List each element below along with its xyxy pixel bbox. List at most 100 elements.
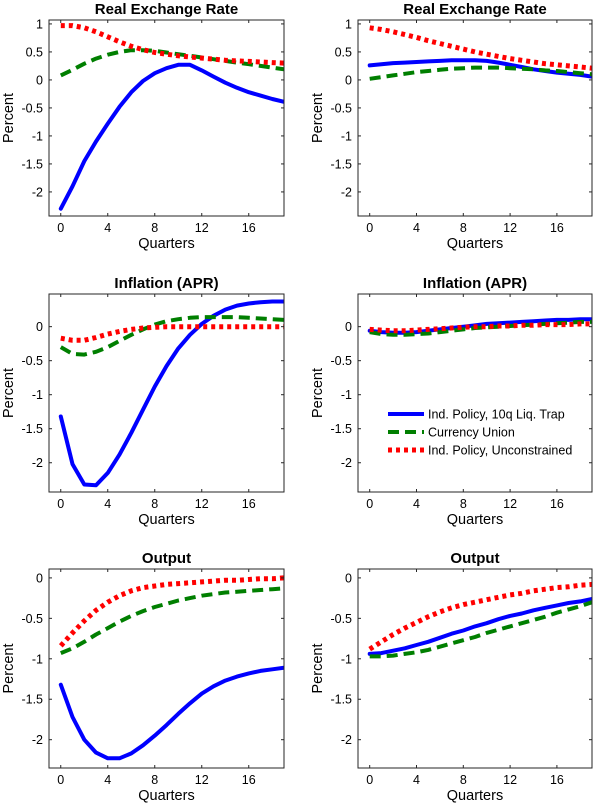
- y-tick-label: -1: [341, 129, 352, 143]
- x-tick-label: 0: [57, 221, 64, 235]
- x-tick-label: 16: [550, 221, 564, 235]
- x-tick-label: 4: [413, 497, 420, 511]
- series-line-currency-union: [60, 586, 284, 655]
- x-tick-label: 0: [366, 221, 373, 235]
- y-tick-label: -2: [341, 456, 352, 470]
- chart-panel-2: Real Exchange Rate 0 4 8 12 16 1 0.5 0 -0.5 -1 -1.5…: [310, 1, 593, 252]
- y-axis-label: Percent: [310, 93, 326, 143]
- y-tick-label: 0.5: [335, 45, 352, 59]
- chart-title: Inflation (APR): [114, 275, 218, 292]
- x-tick-label: 4: [104, 497, 111, 511]
- y-tick-label: -1: [32, 652, 43, 666]
- series-line-currency-union: [59, 48, 284, 78]
- series-line-ind-policy-10q-liq-trap: [367, 58, 592, 79]
- chart-panel-4: Inflation (APR) 0 4 8 12 16 0 -0.5 -1 -1.5 -2 Quart…: [310, 275, 593, 528]
- chart-title: Inflation (APR): [423, 275, 527, 292]
- y-tick-label: 0: [36, 73, 43, 87]
- y-tick-label: -2: [32, 185, 43, 199]
- series-line-currency-union: [369, 319, 592, 337]
- axes-box: [48, 19, 285, 217]
- x-tick-label: 0: [366, 773, 373, 787]
- x-axis-label: Quarters: [447, 512, 503, 528]
- y-axis-label: Percent: [310, 644, 326, 694]
- x-tick-label: 12: [195, 773, 209, 787]
- chart-title: Output: [450, 550, 499, 567]
- x-axis-label: Quarters: [447, 236, 503, 252]
- series-line-ind-policy-unconstrained: [369, 321, 592, 334]
- y-tick-label: -1.5: [330, 157, 352, 171]
- y-tick-label: -1.5: [330, 422, 352, 436]
- y-axis-label: Percent: [310, 368, 326, 418]
- y-tick-label: -0.5: [21, 612, 43, 626]
- y-axis-label: Percent: [1, 368, 17, 418]
- y-tick-label: -1: [341, 652, 352, 666]
- y-tick-label: -1: [341, 388, 352, 402]
- chart-panel-6: Output 0 4 8 12 16 0 -0.5 -1 -1.5 -2 Quarters Percen…: [310, 550, 593, 804]
- y-tick-label: 1: [36, 17, 43, 31]
- chart-title: Real Exchange Rate: [403, 1, 546, 18]
- y-tick-label: -2: [341, 185, 352, 199]
- axes-box: [357, 568, 593, 769]
- x-tick-label: 4: [413, 773, 420, 787]
- x-axis-label: Quarters: [138, 788, 194, 804]
- x-tick-label: 4: [413, 221, 420, 235]
- x-axis-label: Quarters: [138, 236, 194, 252]
- series-line-currency-union: [369, 65, 592, 81]
- x-tick-label: 8: [460, 221, 467, 235]
- y-tick-label: 1: [345, 17, 352, 31]
- x-tick-label: 16: [242, 773, 256, 787]
- y-axis-label: Percent: [1, 93, 17, 143]
- x-tick-label: 12: [503, 221, 517, 235]
- legend-label: Ind. Policy, 10q Liq. Trap: [428, 408, 565, 422]
- y-axis-label: Percent: [1, 644, 17, 694]
- y-tick-label: -2: [32, 456, 43, 470]
- x-tick-label: 12: [503, 497, 517, 511]
- y-tick-label: -2: [32, 733, 43, 747]
- x-tick-label: 8: [151, 773, 158, 787]
- y-tick-label: -0.5: [21, 101, 43, 115]
- y-tick-label: 0: [36, 571, 43, 585]
- x-axis-label: Quarters: [447, 788, 503, 804]
- x-tick-label: 8: [460, 773, 467, 787]
- x-tick-label: 4: [104, 773, 111, 787]
- x-tick-label: 0: [57, 497, 64, 511]
- y-tick-label: -1.5: [21, 157, 43, 171]
- axes-box: [48, 568, 285, 769]
- chart-panel-5: Output 0 4 8 12 16 0 -0.5 -1 -1.5 -2 Quarters Percen…: [1, 550, 285, 804]
- y-tick-label: 0: [345, 73, 352, 87]
- y-tick-label: -0.5: [21, 354, 43, 368]
- y-tick-label: -1: [32, 388, 43, 402]
- y-tick-label: 0.5: [26, 45, 43, 59]
- y-tick-label: -1: [32, 129, 43, 143]
- x-tick-label: 16: [242, 497, 256, 511]
- x-tick-label: 12: [195, 221, 209, 235]
- x-tick-label: 4: [104, 221, 111, 235]
- chart-title: Real Exchange Rate: [95, 1, 238, 18]
- x-tick-label: 16: [550, 497, 564, 511]
- series-line-ind-policy-unconstrained: [369, 25, 592, 71]
- x-tick-label: 8: [151, 497, 158, 511]
- series-line-currency-union: [369, 600, 592, 659]
- y-tick-label: -1.5: [330, 693, 352, 707]
- x-tick-label: 12: [503, 773, 517, 787]
- y-tick-label: -0.5: [330, 101, 352, 115]
- x-tick-label: 0: [57, 773, 64, 787]
- x-tick-label: 12: [195, 497, 209, 511]
- chart-panel-1: Real Exchange Rate 0 4 8 12 16 1 0.5 0 -0.5 -1 -1.5…: [1, 1, 285, 252]
- axes-box: [48, 293, 285, 493]
- y-tick-label: 0: [345, 571, 352, 585]
- y-tick-label: 0: [345, 320, 352, 334]
- y-tick-label: -1.5: [21, 422, 43, 436]
- legend-label: Ind. Policy, Unconstrained: [428, 444, 572, 458]
- series-line-ind-policy-unconstrained: [60, 324, 284, 343]
- x-tick-label: 8: [151, 221, 158, 235]
- chart-panel-3: Inflation (APR) 0 4 8 12 16 0 -0.5 -1 -1.5 -2 Quart…: [1, 275, 285, 528]
- x-tick-label: 0: [366, 497, 373, 511]
- series-line-ind-policy-10q-liq-trap: [58, 299, 284, 488]
- x-axis-label: Quarters: [138, 512, 194, 528]
- x-tick-label: 16: [242, 221, 256, 235]
- y-tick-label: 0: [36, 320, 43, 334]
- series-line-ind-policy-10q-liq-trap: [58, 62, 284, 211]
- y-tick-label: -1.5: [21, 693, 43, 707]
